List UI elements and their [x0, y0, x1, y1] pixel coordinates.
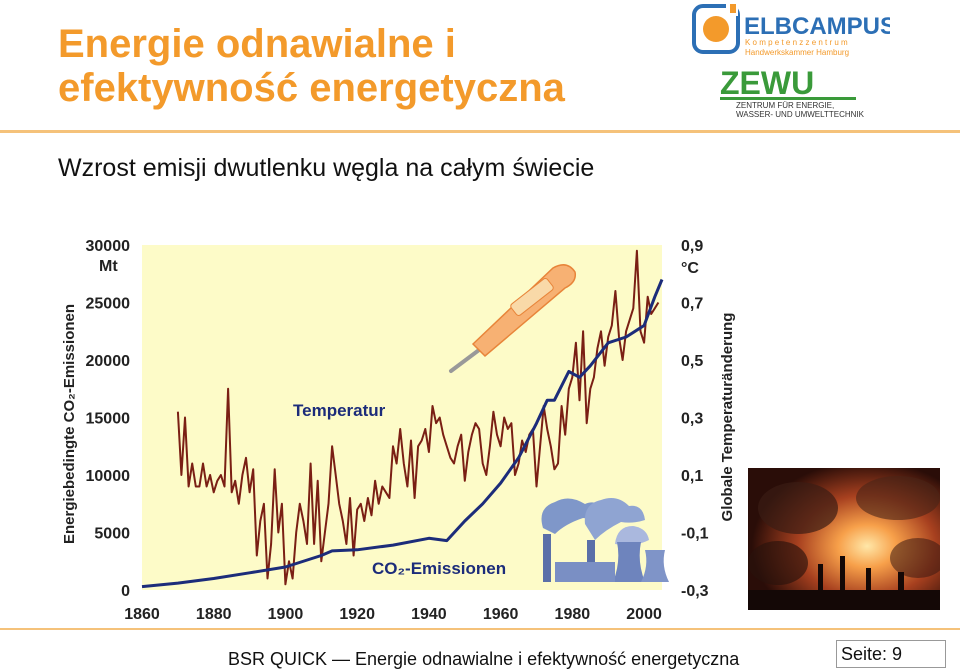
zewu-name: ZEWU [720, 66, 814, 101]
zewu-logo: ZEWU ZENTRUM FÜR ENERGIE, WASSER- UND UM… [720, 66, 865, 118]
slide-title: Energie odnawialne i efektywność energet… [58, 22, 565, 110]
elbcampus-name: ELBCAMPUS [744, 13, 890, 40]
thermometer-icon [449, 264, 577, 373]
x-tick-1960: 1960 [483, 606, 519, 623]
y-right-axis-label: Globale Temperaturänderung [719, 313, 736, 522]
slide-subtitle: Wzrost emisji dwutlenku węgla na całym ś… [58, 154, 595, 182]
y-left-tick-0: 0 [121, 583, 130, 600]
x-tick-1940: 1940 [411, 606, 447, 623]
x-tick-1900: 1900 [268, 606, 304, 623]
plot-background [142, 245, 662, 590]
co2-series-label: CO₂-Emissionen [372, 559, 506, 578]
y-right-tick-0,9: 0,9 [681, 238, 703, 255]
axis-layer: 0 5000 10000 15000 20000 25000 30000 -0,3 -0,1 0,… [86, 238, 709, 623]
y-left-tick-20000: 20000 [86, 353, 131, 370]
power-plant-icon [541, 498, 669, 582]
x-tick-1980: 1980 [555, 606, 591, 623]
y-right-tick-0,3: 0,3 [681, 411, 703, 428]
zewu-underline [720, 97, 856, 100]
y-left-tick-30000: 30000 [86, 238, 131, 255]
y-right-tick--0,1: -0,1 [681, 526, 709, 543]
header-divider [0, 130, 960, 133]
y-left-tick-5000: 5000 [94, 526, 130, 543]
temperature-series-line [176, 249, 660, 586]
elbcampus-logo: ELBCAMPUS K o m p e t e n z z e n t r u … [692, 2, 890, 57]
industrial-smoke-photo [748, 468, 940, 610]
slide-title-line-1: Energie odnawialne i [58, 22, 456, 66]
co2-temperature-chart: 0 5000 10000 15000 20000 25000 30000 -0,3 -0,1 0,… [61, 238, 736, 623]
co2-emissions-series-line [141, 278, 664, 589]
y-right-tick--0,3: -0,3 [681, 583, 709, 600]
y-right-tick-0,7: 0,7 [681, 296, 703, 313]
y-left-tick-25000: 25000 [86, 296, 131, 313]
y-right-tick-0,5: 0,5 [681, 353, 703, 370]
y-left-axis-label: Energiebedingte CO₂-Emissionen [61, 304, 78, 544]
y-left-unit: Mt [99, 258, 118, 275]
x-tick-1920: 1920 [339, 606, 375, 623]
series-layer [141, 249, 664, 589]
x-tick-2000: 2000 [626, 606, 662, 623]
slide-title-line-2: efektywność energetyczna [58, 66, 565, 110]
y-left-tick-10000: 10000 [86, 468, 131, 485]
temperature-series-label: Temperatur [293, 401, 386, 420]
page-number: Seite: 9 [836, 640, 946, 668]
zewu-tagline-1: ZENTRUM FÜR ENERGIE, [736, 101, 834, 110]
y-right-tick-0,1: 0,1 [681, 468, 703, 485]
x-tick-1860: 1860 [124, 606, 160, 623]
elbcampus-tagline-1: K o m p e t e n z z e n t r u m [745, 38, 848, 47]
x-tick-1880: 1880 [196, 606, 232, 623]
elbcampus-tagline-2: Handwerkskammer Hamburg [745, 48, 849, 57]
zewu-tagline-2: WASSER- UND UMWELTTECHNIK [736, 110, 865, 118]
y-left-tick-15000: 15000 [86, 411, 131, 428]
footer-divider [0, 628, 960, 630]
footer-text: BSR QUICK — Energie odnawialne i efektyw… [228, 649, 740, 669]
y-right-unit: °C [681, 260, 699, 277]
elbcampus-emblem-icon [692, 2, 740, 54]
